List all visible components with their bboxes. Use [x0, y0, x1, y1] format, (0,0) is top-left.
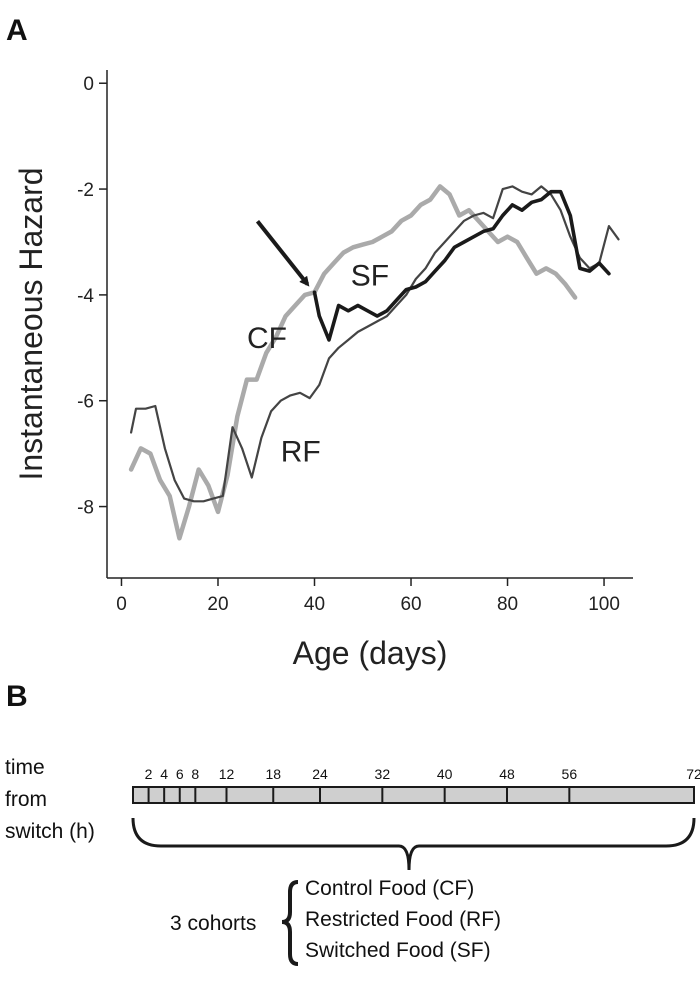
chart-axes: 0 -2 -4 -6 -8 0 20 40 60 80 100: [77, 70, 633, 615]
timeline-tick-label: 24: [312, 766, 328, 782]
series-line-cf: [128, 184, 578, 541]
timeline-bar-group: 2 4 6 8 12 18 24 32 40 48 56 72: [132, 766, 700, 804]
timeline-tick-label: 8: [191, 766, 199, 782]
timeline-tick-label: 32: [375, 766, 391, 782]
timeline-tick-label: 2: [145, 766, 153, 782]
timeline-label: time from switch (h): [5, 756, 95, 843]
y-axis-title: Instantaneous Hazard: [13, 167, 49, 480]
switch-arrow: [255, 220, 310, 287]
y-tick-label: -6: [77, 392, 94, 413]
cohorts-label: 3 cohorts: [170, 912, 256, 935]
timeline-label-line-3: switch (h): [5, 820, 95, 843]
series-line-sf: [312, 189, 611, 342]
y-tick-label: -8: [77, 498, 94, 519]
series-line-rf: [130, 185, 620, 503]
timeline-tick-label: 18: [265, 766, 281, 782]
timeline-label-line-2: from: [5, 788, 47, 811]
cohorts-brace: [281, 880, 299, 966]
x-tick-label: 80: [497, 594, 518, 615]
x-tick-label: 60: [400, 594, 421, 615]
y-tick-label: -4: [77, 286, 94, 307]
series-labels: CF RF SF: [247, 259, 389, 468]
timeline-tick-label: 56: [562, 766, 578, 782]
series-label-sf: SF: [351, 259, 389, 292]
x-tick-label: 0: [116, 594, 127, 615]
series-label-cf: CF: [247, 322, 287, 355]
timeline-tick-label: 4: [160, 766, 168, 782]
cohort-item-restricted: Restricted Food (RF): [305, 908, 501, 931]
panel-b-letter: B: [6, 680, 28, 713]
timeline-tick-label: 72: [686, 766, 700, 782]
x-tick-label: 20: [207, 594, 228, 615]
panel-a-letter: A: [6, 14, 28, 47]
timeline-brace: [131, 817, 696, 871]
timeline-label-line-1: time: [5, 756, 45, 779]
y-tick-label: 0: [83, 74, 94, 95]
y-tick-label: -2: [77, 180, 94, 201]
timeline-tick-label: 48: [499, 766, 515, 782]
timeline-tick-label: 12: [219, 766, 235, 782]
timeline-tick-label: 6: [176, 766, 184, 782]
x-axis-title: Age (days): [293, 635, 448, 671]
x-tick-label: 40: [304, 594, 325, 615]
series-layer: [128, 184, 620, 541]
timeline-ticks: 2 4 6 8 12 18 24 32 40 48 56 72: [145, 766, 700, 803]
timeline-bar: [132, 786, 695, 804]
timeline-tick-label: 40: [437, 766, 453, 782]
cohort-item-switched: Switched Food (SF): [305, 939, 491, 962]
series-label-rf: RF: [281, 436, 321, 469]
x-tick-label: 100: [588, 594, 620, 615]
cohort-item-control: Control Food (CF): [305, 877, 474, 900]
